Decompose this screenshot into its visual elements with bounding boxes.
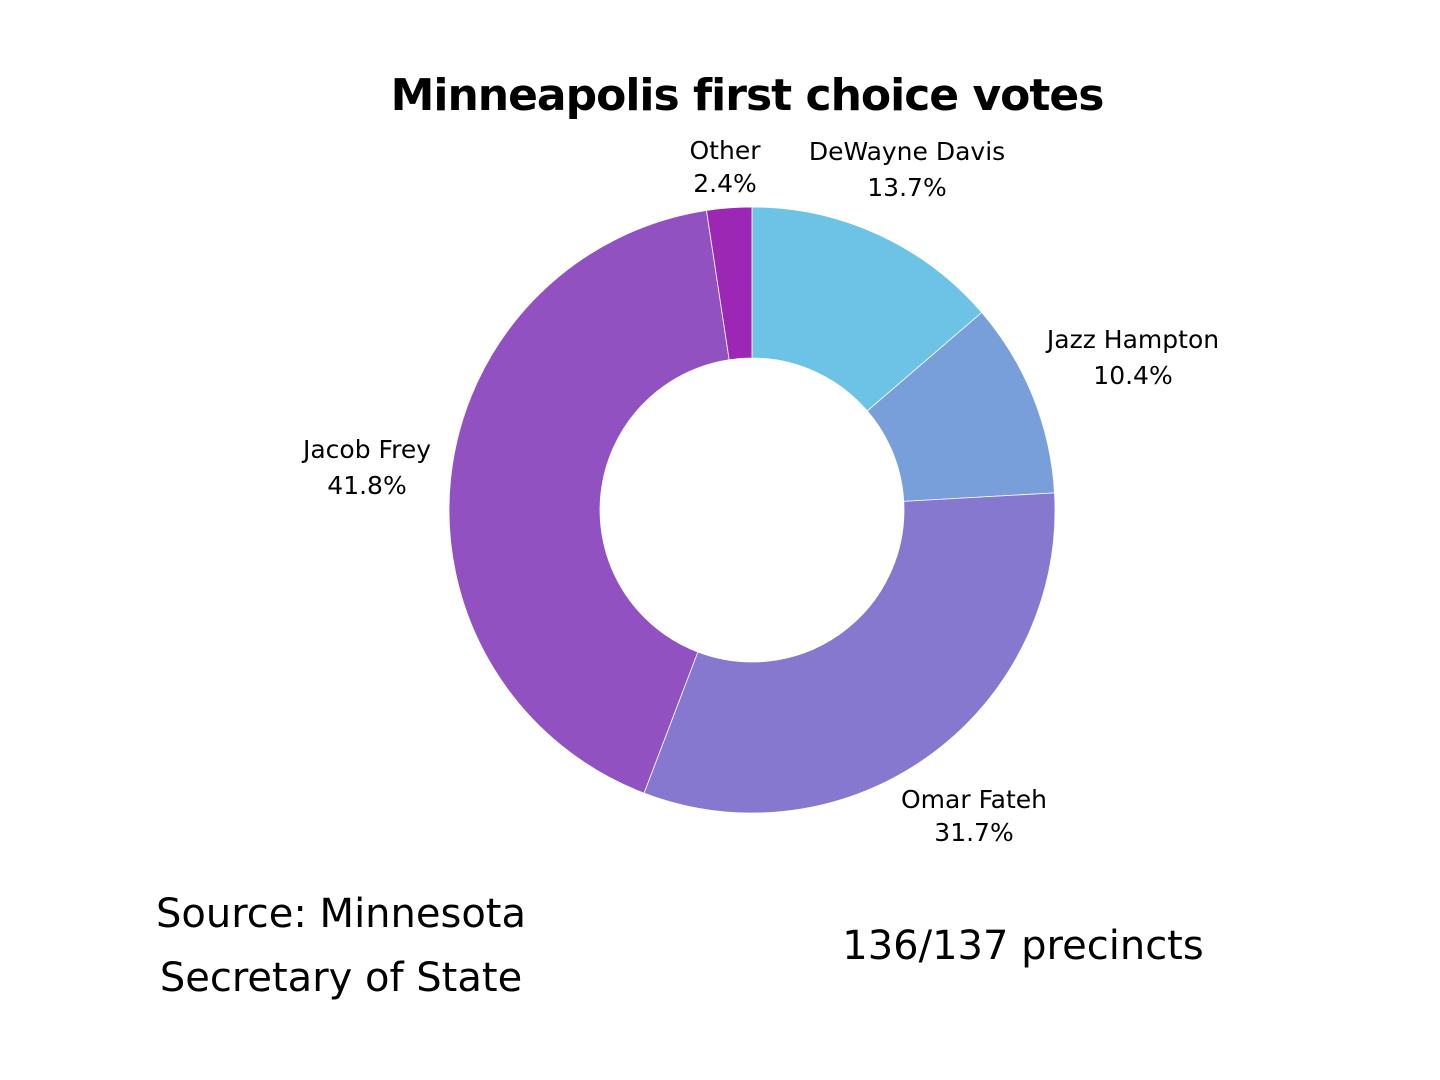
slice-other	[706, 206, 753, 361]
precincts-note: 136/137 precincts	[842, 923, 1204, 969]
chart-title: Minneapolis first choice votes	[390, 70, 1105, 121]
slice-label: Other	[689, 136, 761, 165]
slice-value: 31.7%	[934, 818, 1014, 847]
label-omar-fateh: Omar Fateh 31.7%	[901, 783, 1047, 849]
slice-value: 41.8%	[327, 471, 407, 500]
slice-jacob-frey	[448, 209, 730, 794]
label-other: Other 2.4%	[690, 134, 761, 200]
source-note: Source: Minnesota Secretary of State	[156, 882, 526, 1010]
slice-value: 13.7%	[867, 173, 947, 202]
slice-label: Jacob Frey	[302, 435, 432, 464]
slice-value: 2.4%	[693, 169, 757, 198]
source-line-1: Source: Minnesota	[155, 891, 527, 937]
source-line-2: Secretary of State	[159, 955, 523, 1001]
slice-label: DeWayne Davis	[808, 137, 1006, 166]
label-jazz-hampton: Jazz Hampton 10.4%	[1047, 322, 1219, 394]
label-dewayne-davis: DeWayne Davis 13.7%	[809, 134, 1005, 206]
slice-omar-fateh	[643, 492, 1056, 814]
slice-value: 10.4%	[1093, 361, 1173, 390]
label-jacob-frey: Jacob Frey 41.8%	[303, 432, 431, 504]
slice-label: Omar Fateh	[900, 785, 1048, 814]
slice-label: Jazz Hampton	[1046, 325, 1220, 354]
slice-dewayne-davis	[751, 206, 983, 412]
